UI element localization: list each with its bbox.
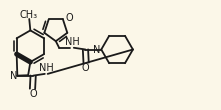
Text: CH₃: CH₃ <box>19 10 38 20</box>
Text: O: O <box>29 89 37 99</box>
Text: N: N <box>10 71 17 81</box>
Text: O: O <box>65 13 73 23</box>
Text: NH: NH <box>39 63 54 73</box>
Text: NH: NH <box>65 37 79 47</box>
Text: O: O <box>82 63 89 73</box>
Text: N: N <box>93 45 100 55</box>
